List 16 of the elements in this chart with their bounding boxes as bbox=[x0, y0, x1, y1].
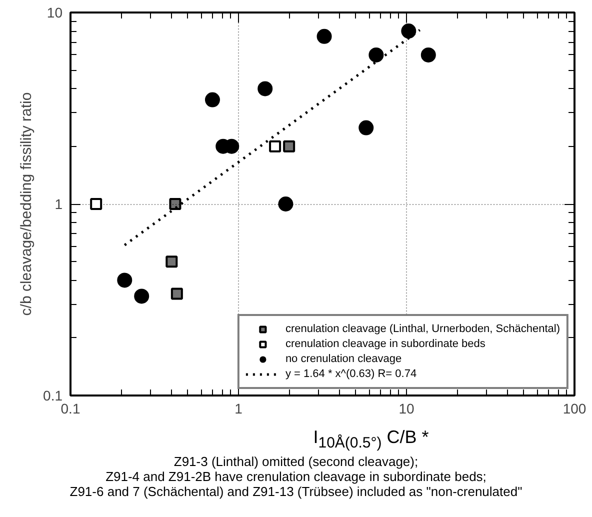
x-tick-label: 10 bbox=[398, 400, 414, 416]
x-tick-label: 1 bbox=[234, 400, 243, 416]
text: Z91-3 (Linthal) omitted (second cleavage); bbox=[174, 454, 418, 470]
y-tick-label: 10 bbox=[46, 4, 63, 20]
text: Z91-6 and 7 (Schächental) and Z91-13 (Trübsee) included as "non-crenulated" bbox=[70, 484, 522, 500]
legend-label: no crenulation cleavage bbox=[285, 352, 402, 366]
y-tick-label: 0.1 bbox=[43, 388, 63, 404]
x-tick-label: 0.1 bbox=[60, 400, 80, 416]
y-axis-title: c/b cleavage/bedding fissility ratio bbox=[18, 92, 36, 316]
legend-label: crenulation cleavage (Linthal, Urnerboden, Schächental) bbox=[285, 322, 560, 336]
text: Z91-4 and Z91-2B have crenulation cleavage in subordinate beds; bbox=[106, 469, 486, 484]
x-axis-title: I$_{10Å(0.5°)}$ C/B * bbox=[312, 426, 430, 454]
legend-label: crenulation cleavage in subordinate beds bbox=[285, 337, 486, 351]
legend-label: y = 1.64 * x^(0.63) R= 0.74 bbox=[285, 367, 417, 381]
x-tick-label: 100 bbox=[562, 400, 586, 416]
y-tick-label: 1 bbox=[54, 196, 63, 212]
